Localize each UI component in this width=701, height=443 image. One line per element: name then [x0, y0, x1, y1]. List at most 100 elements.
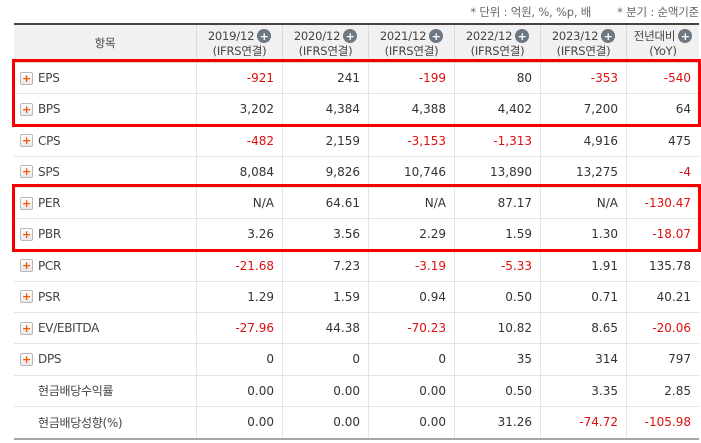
period-label: 2019/12 — [207, 28, 255, 43]
metric-value-cell: 2,159 — [282, 125, 368, 156]
period-column-header: 전년대비 + (YoY) — [626, 25, 699, 62]
metric-value-cell: -482 — [196, 125, 282, 156]
metric-value-cell: 7.23 — [282, 250, 368, 281]
metric-label: 현금배당성향(%) — [38, 415, 123, 430]
add-column-icon[interactable]: + — [429, 29, 444, 44]
metric-value-cell: 0 — [368, 344, 454, 375]
metric-label-cell: + EV/EBITDA — [14, 321, 196, 335]
metric-value-cell: -18.07 — [626, 219, 699, 250]
expand-row-button[interactable]: + — [20, 290, 33, 304]
metric-value-cell: 3.26 — [196, 219, 282, 250]
metric-label: EPS — [38, 71, 60, 86]
metric-value-cell: 0.00 — [282, 375, 368, 406]
metric-value-cell: 1.91 — [540, 250, 626, 281]
metric-value-cell: 0.00 — [368, 406, 454, 438]
metric-value-cell: 241 — [282, 63, 368, 94]
metric-value-cell: 3,202 — [196, 94, 282, 125]
metric-value-cell: 31.26 — [454, 406, 540, 438]
metric-value-cell: -21.68 — [196, 250, 282, 281]
table-notes: * 단위 : 억원, %, %p, 배 * 분기 : 순액기준 — [470, 4, 699, 20]
metric-value-cell: 1.30 — [540, 219, 626, 250]
metric-label-cell: + SPS — [14, 165, 196, 179]
metric-value-cell: 1.59 — [282, 281, 368, 312]
table-row: 현금배당수익률 0.00 0.00 0.00 0.50 3.35 2.85 — [14, 375, 699, 407]
metric-value-cell: 13,275 — [540, 156, 626, 187]
period-label: 2023/12 — [551, 28, 599, 43]
metric-value-cell: 0.94 — [368, 281, 454, 312]
metric-value-cell: 40.21 — [626, 281, 699, 312]
metric-value-cell: -27.96 — [196, 313, 282, 344]
accounting-basis-label: (YoY) — [649, 43, 677, 58]
metric-label: DPS — [38, 352, 62, 367]
expand-row-button[interactable]: + — [20, 321, 33, 335]
metric-value-cell: 80 — [454, 63, 540, 94]
period-label: 2021/12 — [379, 28, 427, 43]
metric-value-cell: 475 — [626, 125, 699, 156]
metric-label: EV/EBITDA — [38, 321, 100, 336]
metric-label-cell: 현금배당수익률 — [14, 382, 196, 399]
expand-row-button[interactable]: + — [20, 259, 33, 273]
expand-row-button[interactable]: + — [20, 102, 33, 116]
metric-value-cell: -20.06 — [626, 313, 699, 344]
metric-label-cell: + PBR — [14, 227, 196, 241]
period-column-header: 2020/12 + (IFRS연결) — [282, 25, 368, 62]
metric-value-cell: 7,200 — [540, 94, 626, 125]
metric-value-cell: 8,084 — [196, 156, 282, 187]
expand-row-button[interactable]: + — [20, 196, 33, 210]
accounting-basis-label: (IFRS연결) — [470, 43, 525, 58]
metric-value-cell: 9,826 — [282, 156, 368, 187]
accounting-basis-label: (IFRS연결) — [298, 43, 353, 58]
expand-row-button[interactable]: + — [20, 227, 33, 241]
metric-value-cell: 0 — [196, 344, 282, 375]
table-header-row: 항목 2019/12 + (IFRS연결) 2020/12 + (IFRS연결)… — [14, 25, 699, 63]
expand-row-button[interactable]: + — [20, 165, 33, 179]
add-column-icon[interactable]: + — [678, 29, 693, 44]
metric-value-cell: -74.72 — [540, 406, 626, 438]
table-row: + PER N/A 64.61 N/A 87.17 N/A -130.47 — [14, 188, 699, 220]
metric-value-cell: 87.17 — [454, 188, 540, 219]
period-column-header: 2023/12 + (IFRS연결) — [540, 25, 626, 62]
metric-value-cell: 797 — [626, 344, 699, 375]
metric-value-cell: -130.47 — [626, 188, 699, 219]
metric-value-cell: 2.85 — [626, 375, 699, 406]
expand-row-button[interactable]: + — [20, 134, 33, 148]
metric-value-cell: -5.33 — [454, 250, 540, 281]
metric-value-cell: 10.82 — [454, 313, 540, 344]
metric-value-cell: 8.65 — [540, 313, 626, 344]
metric-label: SPS — [38, 164, 60, 179]
metric-label-cell: + PER — [14, 196, 196, 210]
metric-label: PBR — [38, 227, 61, 242]
metric-label: PCR — [38, 258, 62, 273]
expand-row-button[interactable]: + — [20, 71, 33, 85]
basis-note: * 분기 : 순액기준 — [617, 5, 699, 19]
metric-label: 현금배당수익률 — [38, 384, 114, 399]
table-row: + EPS -921 241 -199 80 -353 -540 — [14, 63, 699, 95]
table-row: + PCR -21.68 7.23 -3.19 -5.33 1.91 135.78 — [14, 250, 699, 282]
add-column-icon[interactable]: + — [515, 29, 530, 44]
financial-metrics-table: 항목 2019/12 + (IFRS연결) 2020/12 + (IFRS연결)… — [14, 23, 699, 440]
add-column-icon[interactable]: + — [257, 29, 272, 44]
metric-value-cell: N/A — [196, 188, 282, 219]
metric-value-cell: 13,890 — [454, 156, 540, 187]
metric-value-cell: -105.98 — [626, 406, 699, 438]
metric-value-cell: 3.35 — [540, 375, 626, 406]
table-row: + CPS -482 2,159 -3,153 -1,313 4,916 475 — [14, 125, 699, 157]
period-column-header: 2022/12 + (IFRS연결) — [454, 25, 540, 62]
metric-value-cell: -4 — [626, 156, 699, 187]
table-row: 현금배당성향(%) 0.00 0.00 0.00 31.26 -74.72 -105.98 — [14, 406, 699, 438]
add-column-icon[interactable]: + — [601, 29, 616, 44]
item-column-header: 항목 — [14, 25, 196, 62]
metric-label-cell: + CPS — [14, 134, 196, 148]
metric-value-cell: 1.29 — [196, 281, 282, 312]
metric-value-cell: -3,153 — [368, 125, 454, 156]
accounting-basis-label: (IFRS연결) — [212, 43, 267, 58]
metric-label: BPS — [38, 102, 61, 117]
metric-value-cell: 0 — [282, 344, 368, 375]
metric-value-cell: -540 — [626, 63, 699, 94]
expand-row-button[interactable]: + — [20, 352, 33, 366]
add-column-icon[interactable]: + — [343, 29, 358, 44]
accounting-basis-label: (IFRS연결) — [384, 43, 439, 58]
table-row: + EV/EBITDA -27.96 44.38 -70.23 10.82 8.65 -2… — [14, 313, 699, 345]
metric-value-cell: 0.00 — [196, 406, 282, 438]
unit-note: * 단위 : 억원, %, %p, 배 — [470, 5, 592, 19]
